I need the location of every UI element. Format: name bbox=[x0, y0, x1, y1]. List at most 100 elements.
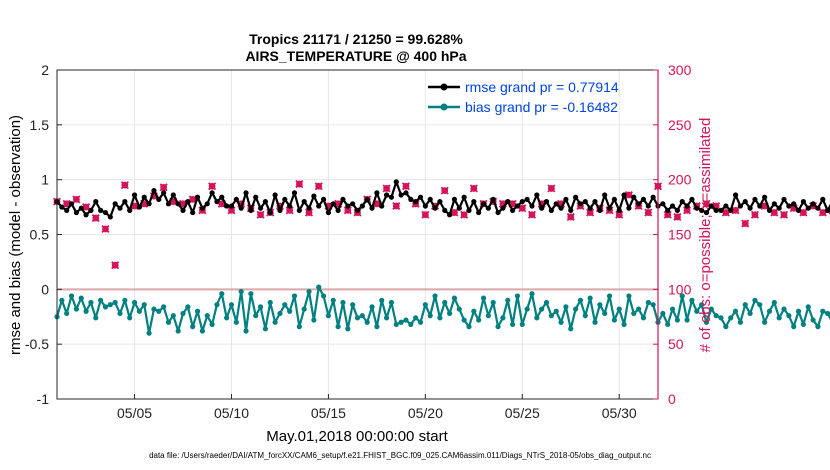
bias-point bbox=[136, 308, 142, 314]
rmse-point bbox=[437, 199, 443, 205]
bias-point bbox=[127, 315, 133, 321]
bias-point bbox=[732, 308, 739, 314]
obs-assimilated-marker bbox=[314, 182, 323, 191]
bias-point bbox=[112, 299, 118, 306]
bias-point bbox=[180, 310, 186, 317]
obs-assimilated-marker bbox=[586, 208, 595, 217]
rmse-point bbox=[592, 199, 598, 205]
rmse-point bbox=[219, 194, 225, 200]
rmse-point bbox=[694, 205, 700, 211]
rmse-point bbox=[461, 194, 467, 200]
bias-point bbox=[102, 304, 109, 310]
x-tick-label: 05/30 bbox=[602, 405, 637, 421]
rmse-point bbox=[432, 205, 438, 211]
bias-point bbox=[320, 293, 327, 299]
rmse-point bbox=[257, 205, 264, 211]
bias-point bbox=[146, 330, 152, 336]
bias-point bbox=[219, 291, 225, 297]
obs-assimilated-marker bbox=[779, 210, 789, 219]
obs-assimilated-marker bbox=[382, 184, 391, 193]
y-tick-label: 0.5 bbox=[30, 227, 50, 243]
rmse-point bbox=[471, 199, 477, 205]
rmse-point bbox=[350, 201, 356, 207]
rmse-point bbox=[330, 201, 336, 207]
rmse-point bbox=[98, 207, 104, 213]
rmse-point bbox=[539, 205, 545, 211]
y-right-tick-label: 300 bbox=[668, 62, 692, 78]
rmse-point bbox=[190, 209, 196, 216]
bias-point bbox=[519, 321, 525, 328]
rmse-point bbox=[88, 207, 94, 213]
bias-point bbox=[582, 313, 588, 319]
rmse-point bbox=[553, 201, 559, 207]
y-right-tick-label: 0 bbox=[668, 391, 676, 407]
obs-assimilated-marker bbox=[227, 206, 236, 215]
bias-point bbox=[795, 308, 802, 314]
bias-point bbox=[248, 291, 254, 297]
rmse-point bbox=[665, 207, 671, 213]
bias-point bbox=[810, 317, 816, 323]
bias-point bbox=[117, 310, 123, 317]
rmse-point bbox=[306, 205, 312, 211]
y-tick-label: -1 bbox=[37, 391, 50, 407]
bias-point bbox=[548, 313, 554, 319]
rmse-point bbox=[742, 199, 748, 205]
rmse-point bbox=[573, 194, 579, 200]
rmse-point bbox=[703, 209, 710, 216]
bias-point bbox=[568, 326, 574, 332]
rmse-point bbox=[737, 203, 743, 209]
bias-point bbox=[587, 295, 593, 301]
x-tick-label: 05/05 bbox=[117, 405, 152, 421]
rmse-point bbox=[403, 190, 409, 196]
bias-point bbox=[228, 302, 235, 308]
x-tick-label: 05/15 bbox=[311, 405, 346, 421]
rmse-point bbox=[708, 203, 714, 209]
footnote: data file: /Users/raeder/DAI/ATM_forcXX/… bbox=[149, 451, 651, 460]
rmse-point bbox=[287, 203, 293, 209]
rmse-point bbox=[320, 196, 327, 203]
bias-point bbox=[122, 297, 128, 303]
rmse-point bbox=[713, 207, 719, 213]
rmse-point bbox=[490, 196, 496, 203]
bias-point bbox=[432, 293, 438, 299]
rmse-point bbox=[393, 179, 399, 185]
rmse-point bbox=[340, 196, 346, 203]
rmse-point bbox=[141, 194, 147, 200]
bias-point bbox=[553, 308, 559, 314]
rmse-point bbox=[301, 199, 307, 205]
bias-point bbox=[645, 299, 651, 306]
rmse-point bbox=[509, 207, 516, 213]
bias-point bbox=[233, 319, 239, 325]
rmse-point bbox=[78, 205, 84, 211]
rmse-point bbox=[267, 209, 273, 216]
y-right-tick-label: 100 bbox=[668, 281, 692, 297]
rmse-point bbox=[451, 196, 458, 203]
rmse-point bbox=[757, 203, 763, 209]
bias-point bbox=[388, 299, 395, 306]
legend-bias-marker bbox=[440, 103, 448, 111]
bias-point bbox=[563, 304, 569, 310]
x-tick-label: 05/25 bbox=[505, 405, 540, 421]
rmse-point bbox=[68, 201, 75, 207]
rmse-point bbox=[568, 207, 574, 213]
bias-point bbox=[340, 299, 346, 306]
rmse-point bbox=[466, 207, 472, 213]
bias-point bbox=[674, 317, 680, 323]
bias-point bbox=[422, 302, 428, 308]
chart-subtitle: AIRS_TEMPERATURE @ 400 hPa bbox=[245, 48, 466, 64]
bias-point bbox=[461, 317, 467, 323]
rmse-point bbox=[776, 205, 782, 211]
rmse-point bbox=[597, 207, 603, 213]
rmse-point bbox=[224, 203, 230, 209]
bias-point bbox=[815, 324, 821, 330]
rmse-point bbox=[442, 207, 448, 213]
bias-point bbox=[752, 297, 758, 303]
y-right-tick-label: 150 bbox=[668, 227, 692, 243]
bias-point bbox=[364, 319, 370, 325]
rmse-point bbox=[611, 196, 617, 203]
bias-point bbox=[354, 315, 361, 321]
bias-point bbox=[606, 293, 613, 299]
bias-point bbox=[156, 308, 162, 314]
bias-point bbox=[98, 297, 104, 303]
rmse-point bbox=[204, 201, 210, 207]
